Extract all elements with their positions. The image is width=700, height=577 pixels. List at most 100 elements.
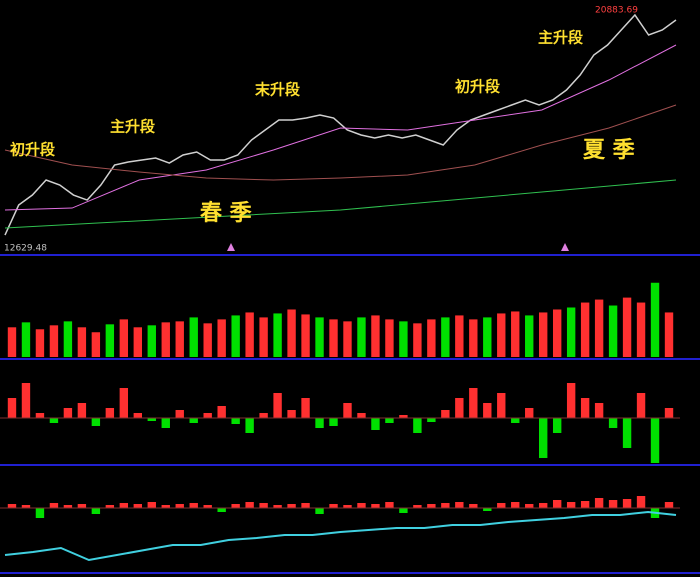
bar (483, 403, 492, 418)
bar (455, 315, 464, 357)
bar (245, 502, 254, 508)
bar (105, 408, 115, 418)
bar (385, 418, 394, 423)
bar (385, 319, 394, 357)
bar (636, 393, 646, 418)
bar (636, 496, 646, 508)
bar (469, 504, 478, 508)
bar (301, 398, 310, 418)
bar (539, 503, 548, 508)
bar (608, 418, 618, 428)
bar (35, 413, 45, 418)
bar (441, 503, 450, 508)
annotation: 主升段 (110, 118, 155, 136)
bar (77, 403, 87, 418)
bar (497, 393, 506, 418)
bar (399, 415, 408, 418)
bar (650, 418, 660, 463)
bar (301, 314, 310, 357)
bar (231, 504, 240, 508)
bar (413, 418, 422, 433)
bar (35, 508, 45, 518)
line (4, 179, 677, 229)
annotation: 初升段 (10, 141, 55, 159)
bar (301, 503, 310, 508)
bar (399, 508, 408, 513)
bar (329, 418, 338, 426)
line (4, 44, 677, 211)
bar (566, 383, 576, 418)
bar (664, 408, 674, 418)
bar (49, 503, 59, 508)
bar (608, 500, 618, 508)
bar (63, 321, 73, 357)
bar (119, 319, 129, 357)
bar (566, 307, 576, 357)
bar (483, 508, 492, 511)
bar (175, 321, 184, 357)
bar (427, 319, 436, 357)
bar (455, 398, 464, 418)
bar (455, 502, 464, 508)
bar (385, 502, 394, 508)
bar (343, 403, 352, 418)
bar (622, 499, 632, 508)
bar (49, 325, 59, 357)
bar (315, 508, 324, 514)
line (4, 510, 677, 562)
bar (133, 504, 142, 508)
bar (273, 313, 282, 357)
bar (133, 413, 142, 418)
bar (580, 398, 590, 418)
high-label: 20883.69 (595, 6, 638, 16)
bar (343, 321, 352, 357)
annotation: 初升段 (455, 78, 500, 96)
bar (539, 312, 548, 357)
bar (608, 305, 618, 357)
bar (287, 504, 296, 508)
low-label: 12629.48 (4, 244, 47, 254)
bar (231, 315, 240, 357)
bar (105, 505, 115, 508)
bar (63, 408, 73, 418)
bar (7, 504, 17, 508)
bar (161, 505, 170, 508)
bar (315, 317, 324, 357)
bar (399, 321, 408, 357)
bar (21, 505, 31, 508)
marker (227, 243, 235, 251)
bar (594, 299, 604, 357)
annotation: 春 季 (200, 201, 252, 226)
bar (161, 322, 170, 357)
marker (561, 243, 569, 251)
bar (217, 406, 226, 418)
bar (329, 504, 338, 508)
annotation: 夏 季 (583, 138, 635, 163)
bar (357, 413, 366, 418)
bar (357, 317, 366, 357)
line (4, 13, 677, 236)
bar (552, 500, 562, 508)
bar (594, 498, 604, 508)
bar (133, 327, 142, 357)
bar (147, 418, 156, 421)
bar (664, 502, 674, 508)
line (4, 104, 677, 181)
bar (63, 505, 73, 508)
bar (175, 410, 184, 418)
bar (21, 322, 31, 357)
bar (371, 418, 380, 430)
bar (259, 503, 268, 508)
bar (650, 282, 660, 357)
bar (413, 505, 422, 508)
bar (273, 505, 282, 508)
bar (441, 410, 450, 418)
bar (245, 312, 254, 357)
bar (580, 501, 590, 508)
bar (203, 505, 212, 508)
bar (413, 323, 422, 357)
bar (315, 418, 324, 428)
bar (161, 418, 170, 428)
